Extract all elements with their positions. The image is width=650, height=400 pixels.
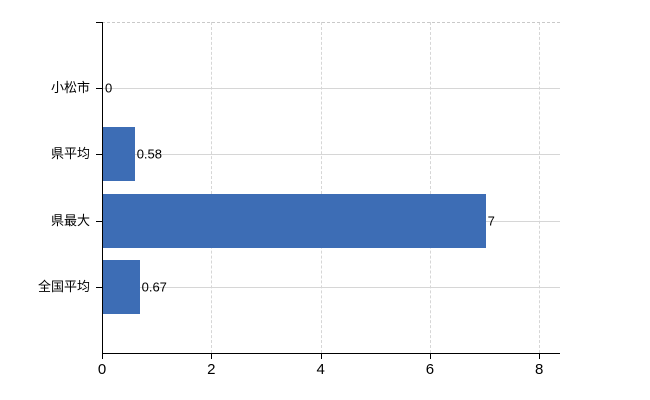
category-label: 県最大 [50,212,90,228]
x-axis-tick [211,354,213,359]
x-axis-tick-label: 0 [97,361,107,378]
horizontal-gridline [102,88,560,90]
y-axis-tick [96,220,102,222]
plot-area-top-border [102,22,560,23]
bar-value-label: 0.67 [141,279,167,295]
vertical-gridline [429,22,431,353]
bar-value-label: 0 [105,80,113,96]
y-axis-tick [96,154,102,156]
y-axis-tick [96,22,102,23]
horizontal-gridline [102,154,560,156]
x-axis-tick [320,354,322,359]
x-axis-tick [429,354,431,359]
vertical-gridline [320,22,322,353]
x-axis-tick-label: 4 [316,361,325,378]
bar-value-label: 0.58 [136,146,162,162]
category-label: 小松市 [50,80,90,96]
y-axis-tick [96,88,102,90]
x-axis-tick [539,354,541,359]
y-axis-line [102,22,103,354]
x-axis-tick-label: 2 [207,361,216,378]
x-axis-tick [102,354,103,359]
vertical-gridline [539,22,541,353]
x-axis-tick-label: 8 [535,361,544,378]
x-axis-tick-label: 6 [425,361,435,378]
bar [103,193,486,248]
x-axis-line [102,353,560,354]
y-axis-tick [96,286,102,288]
bar [103,259,140,314]
category-label: 県平均 [50,146,90,162]
bar-value-label: 7 [487,213,495,229]
vertical-gridline [211,22,213,353]
bar [103,127,135,182]
category-label: 全国平均 [37,278,90,294]
horizontal-gridline [102,286,560,288]
